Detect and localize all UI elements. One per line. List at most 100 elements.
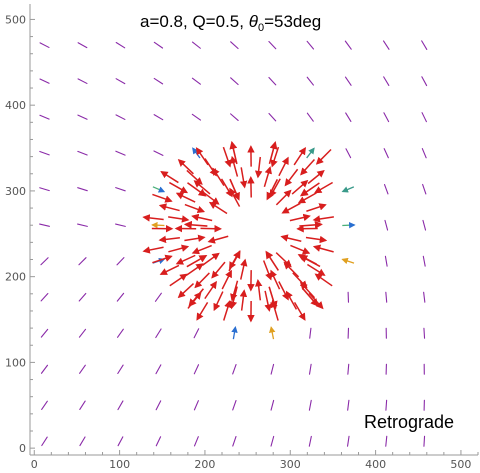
- field-arrow: [194, 272, 210, 289]
- field-arrow: [41, 436, 48, 447]
- field-arrow: [153, 114, 164, 121]
- field-arrow: [142, 214, 164, 222]
- field-arrow: [39, 114, 50, 120]
- field-arrow: [385, 435, 388, 447]
- field-arrow: [153, 150, 164, 156]
- field-arrow: [196, 302, 209, 321]
- field-arrow: [275, 189, 292, 206]
- field-arrow: [204, 280, 217, 300]
- field-arrow: [41, 400, 48, 410]
- field-arrow: [281, 202, 301, 214]
- field-arrow: [383, 148, 389, 159]
- y-tick-label: 100: [5, 356, 26, 369]
- field-arrow: [77, 114, 88, 120]
- field-arrow: [40, 257, 49, 266]
- field-arrow: [160, 171, 179, 184]
- field-arrow: [422, 219, 427, 231]
- field-arrow: [191, 41, 201, 49]
- field-arrow: [191, 244, 212, 255]
- field-arrow: [385, 399, 388, 411]
- field-arrow: [421, 76, 428, 87]
- field-arrow: [191, 77, 201, 85]
- field-arrow: [270, 299, 279, 321]
- field-arrow: [239, 167, 248, 189]
- field-arrow: [79, 400, 86, 411]
- field-arrow: [169, 273, 188, 287]
- field-arrow: [308, 399, 312, 411]
- field-arrow: [315, 148, 332, 165]
- field-arrow: [232, 435, 237, 447]
- y-tick-label: 200: [5, 271, 26, 284]
- field-arrow: [78, 257, 87, 266]
- x-tick-label: 300: [280, 458, 301, 471]
- chart-title: a=0.8, Q=0.5, θ0=53deg: [140, 12, 321, 34]
- field-arrow: [268, 112, 277, 122]
- field-arrow: [155, 328, 162, 339]
- field-arrow: [186, 169, 203, 185]
- field-arrow: [278, 281, 289, 301]
- field-arrow: [117, 328, 124, 338]
- field-arrow: [308, 363, 312, 375]
- field-arrow: [280, 234, 302, 242]
- field-arrow: [254, 278, 263, 301]
- field-arrow: [421, 112, 427, 123]
- field-arrow: [268, 141, 278, 165]
- field-arrow: [177, 283, 195, 299]
- field-arrow: [116, 257, 125, 266]
- field-arrow: [297, 254, 317, 265]
- field-arrow: [191, 213, 213, 222]
- field-arrow: [293, 301, 306, 321]
- field-arrow: [184, 234, 206, 242]
- field-arrow: [312, 244, 334, 253]
- field-arrow: [302, 288, 319, 307]
- field-arrow: [291, 179, 309, 195]
- field-arrow: [385, 291, 388, 303]
- field-arrow: [239, 258, 248, 280]
- field-arrow: [154, 292, 162, 302]
- field-arrow: [309, 327, 312, 339]
- field-arrow: [195, 147, 209, 166]
- field-arrow: [421, 148, 427, 159]
- field-arrow: [232, 399, 237, 411]
- field-arrow: [264, 290, 272, 312]
- field-arrow: [201, 252, 220, 266]
- field-arrow: [284, 168, 299, 187]
- field-arrow: [314, 181, 334, 194]
- field-arrow: [115, 78, 126, 85]
- y-tick-label: 0: [19, 442, 26, 455]
- field-arrow: [187, 182, 207, 197]
- field-arrow: [306, 203, 327, 212]
- field-arrow: [341, 186, 355, 193]
- field-arrow: [193, 436, 199, 447]
- field-arrow: [300, 158, 315, 176]
- x-tick-label: 100: [109, 458, 130, 471]
- field-arrow: [117, 436, 124, 447]
- field-arrow: [384, 219, 389, 231]
- field-arrow: [213, 291, 224, 312]
- field-arrow: [307, 169, 325, 185]
- field-arrow: [306, 147, 315, 159]
- field-arrow: [158, 203, 180, 212]
- field-arrow: [341, 257, 355, 265]
- field-arrow: [383, 76, 390, 87]
- field-arrow: [207, 235, 229, 244]
- field-arrow: [268, 286, 278, 310]
- field-arrow: [175, 254, 196, 265]
- field-arrow: [239, 289, 248, 311]
- field-arrow: [263, 166, 272, 188]
- field-arrow: [422, 255, 426, 267]
- field-arrow: [40, 328, 49, 338]
- field-arrow: [383, 112, 390, 123]
- field-arrow: [347, 399, 350, 411]
- field-arrow: [292, 272, 308, 289]
- field-arrow: [168, 215, 190, 223]
- field-arrow: [142, 246, 164, 254]
- field-arrow: [231, 326, 238, 340]
- field-arrow: [230, 280, 239, 302]
- field-arrow: [306, 112, 314, 122]
- field-arrow: [40, 364, 49, 374]
- field-arrow: [159, 264, 180, 275]
- field-arrow: [191, 113, 202, 121]
- field-arrow: [115, 114, 126, 120]
- field-arrow: [77, 42, 88, 49]
